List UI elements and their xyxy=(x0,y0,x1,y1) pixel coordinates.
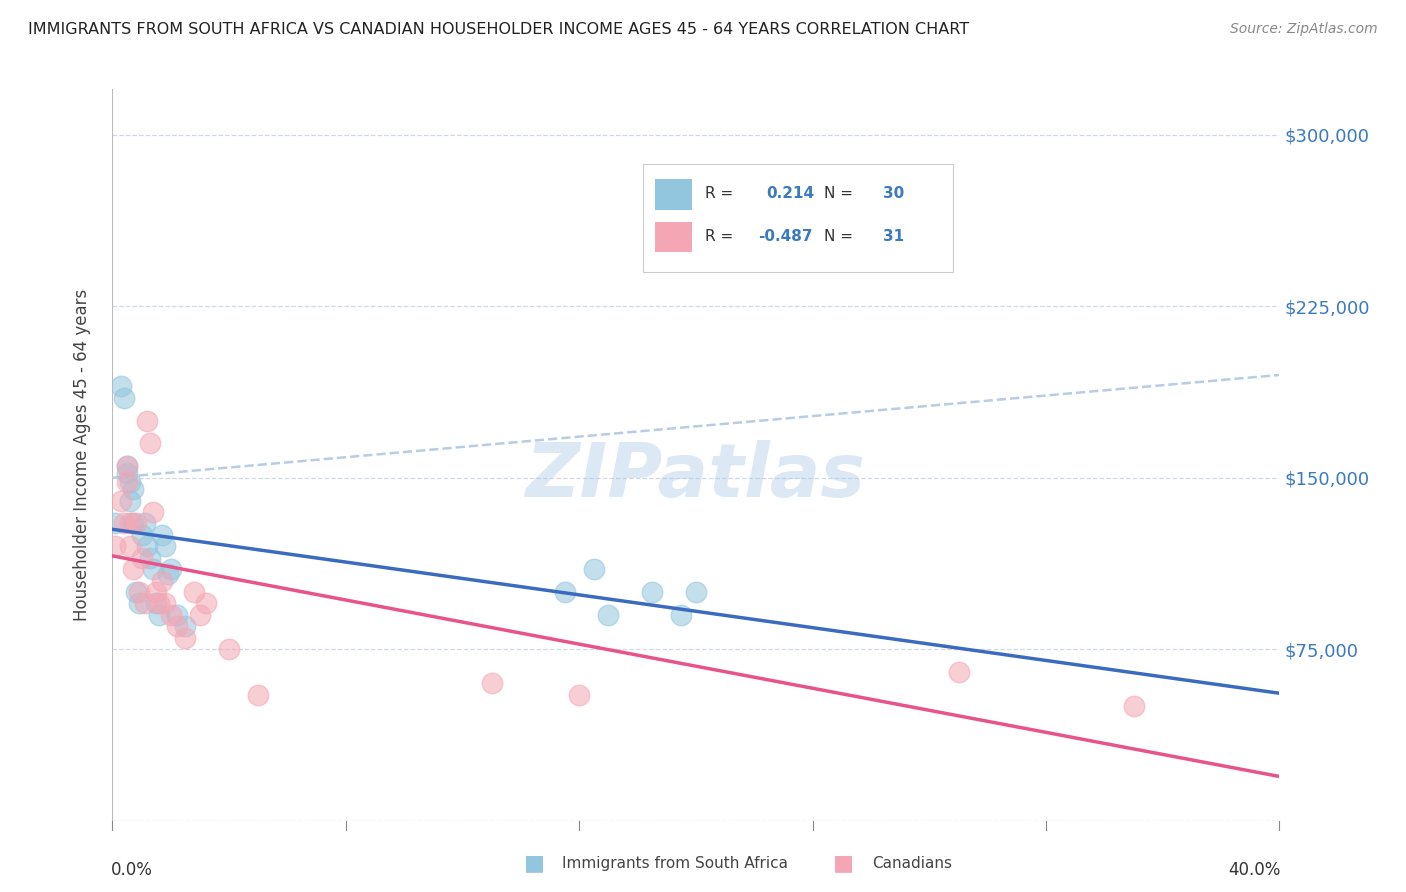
Point xyxy=(166,607,188,622)
Point xyxy=(122,562,145,576)
Point xyxy=(139,436,162,450)
Point xyxy=(145,597,167,611)
Point xyxy=(136,414,159,428)
Point xyxy=(115,459,138,474)
Point xyxy=(194,597,217,611)
Point xyxy=(160,562,183,576)
Point xyxy=(174,619,197,633)
Text: Source: ZipAtlas.com: Source: ZipAtlas.com xyxy=(1230,22,1378,37)
Point xyxy=(122,516,145,531)
Point xyxy=(183,585,205,599)
Point xyxy=(131,528,153,542)
Point xyxy=(598,607,620,622)
Point xyxy=(148,597,170,611)
Text: 31: 31 xyxy=(883,229,904,244)
Point xyxy=(641,585,664,599)
Point xyxy=(115,466,138,480)
Point xyxy=(134,597,156,611)
Point xyxy=(153,539,176,553)
Point xyxy=(153,597,176,611)
Point xyxy=(166,619,188,633)
Point xyxy=(125,516,148,531)
Point xyxy=(160,607,183,622)
Point xyxy=(188,607,211,622)
Y-axis label: Householder Income Ages 45 - 64 years: Householder Income Ages 45 - 64 years xyxy=(73,289,91,621)
Point xyxy=(110,493,132,508)
Point xyxy=(554,585,576,599)
Point xyxy=(104,516,127,531)
Point xyxy=(671,607,693,622)
Bar xyxy=(655,179,693,210)
Text: R =: R = xyxy=(706,186,734,201)
Point xyxy=(118,493,141,508)
Point xyxy=(118,475,141,490)
Point xyxy=(568,688,591,702)
Point xyxy=(145,585,167,599)
Point xyxy=(110,379,132,393)
Point xyxy=(118,539,141,553)
Point xyxy=(174,631,197,645)
Text: R =: R = xyxy=(706,229,734,244)
Point xyxy=(125,585,148,599)
Bar xyxy=(655,221,693,252)
Point xyxy=(118,516,141,531)
Point xyxy=(156,566,179,581)
Text: -0.487: -0.487 xyxy=(758,229,813,244)
Text: N =: N = xyxy=(824,186,853,201)
Point xyxy=(115,459,138,474)
Point xyxy=(948,665,970,679)
Point xyxy=(128,597,150,611)
Point xyxy=(150,574,173,588)
Point xyxy=(218,642,240,657)
Text: 30: 30 xyxy=(883,186,904,201)
Text: N =: N = xyxy=(824,229,853,244)
Text: ■: ■ xyxy=(834,854,853,873)
FancyBboxPatch shape xyxy=(644,164,953,272)
Point xyxy=(685,585,707,599)
Text: 40.0%: 40.0% xyxy=(1229,861,1281,879)
Point xyxy=(150,528,173,542)
Point xyxy=(134,516,156,531)
Point xyxy=(139,550,162,565)
Point xyxy=(142,562,165,576)
Text: ZIPatlas: ZIPatlas xyxy=(526,441,866,514)
Point xyxy=(481,676,503,690)
Text: Canadians: Canadians xyxy=(872,856,952,871)
Point xyxy=(131,550,153,565)
Point xyxy=(582,562,605,576)
Point xyxy=(112,516,135,531)
Text: 0.0%: 0.0% xyxy=(111,861,153,879)
Point xyxy=(136,539,159,553)
Point xyxy=(247,688,270,702)
Point xyxy=(1122,699,1144,714)
Point xyxy=(142,505,165,519)
Text: Immigrants from South Africa: Immigrants from South Africa xyxy=(562,856,789,871)
Point xyxy=(115,475,138,490)
Text: ■: ■ xyxy=(524,854,544,873)
Point xyxy=(128,585,150,599)
Point xyxy=(122,482,145,496)
Point xyxy=(104,539,127,553)
Text: IMMIGRANTS FROM SOUTH AFRICA VS CANADIAN HOUSEHOLDER INCOME AGES 45 - 64 YEARS C: IMMIGRANTS FROM SOUTH AFRICA VS CANADIAN… xyxy=(28,22,969,37)
Text: 0.214: 0.214 xyxy=(766,186,814,201)
Point xyxy=(148,607,170,622)
Point xyxy=(112,391,135,405)
